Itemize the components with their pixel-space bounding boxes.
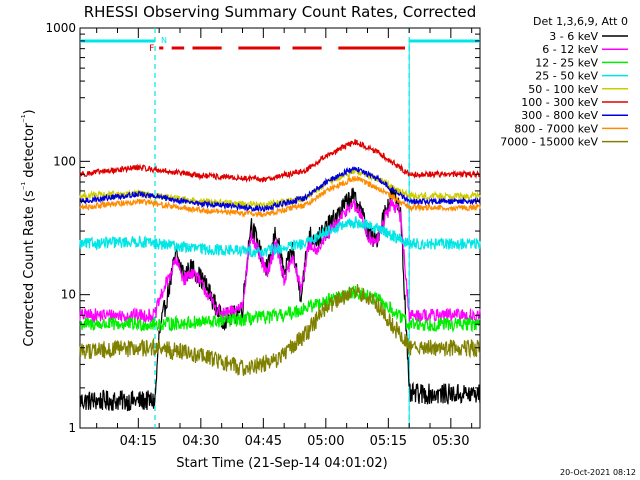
series-line-6 xyxy=(79,139,481,183)
y-axis-label: Corrected Count Rate (s⁻¹ detector⁻¹) xyxy=(21,109,37,346)
x-tick-label: 04:15 xyxy=(120,434,157,449)
y-tick-label: 1 xyxy=(68,421,76,435)
x-axis-label: Start Time (21-Sep-14 04:01:02) xyxy=(176,456,387,471)
x-axis: 04:15 04:30 04:45 05:00 05:15 05:30 xyxy=(96,28,473,449)
legend-label: 300 - 800 keV xyxy=(521,109,598,122)
series-line-2 xyxy=(79,198,481,324)
night-flag-label: N xyxy=(161,36,167,45)
x-tick-label: 05:30 xyxy=(432,434,469,449)
series-line-4 xyxy=(79,215,481,258)
flags-layer: NF xyxy=(80,28,480,428)
legend-title: Det 1,3,6,9, Att 0 xyxy=(533,15,628,28)
series-line-7 xyxy=(79,166,481,214)
series-line-3 xyxy=(79,285,481,334)
series-line-9 xyxy=(79,283,481,377)
chart-title: RHESSI Observing Summary Count Rates, Co… xyxy=(84,3,477,21)
series-line-8 xyxy=(79,176,481,218)
x-tick-label: 04:30 xyxy=(182,434,219,449)
x-tick-label: 04:45 xyxy=(245,434,282,449)
legend-label: 50 - 100 keV xyxy=(528,83,598,96)
flare-flag-label: F xyxy=(149,44,154,54)
plot-frame xyxy=(79,27,481,429)
y-tick-label: 100 xyxy=(53,154,76,168)
series-layer xyxy=(79,139,481,412)
legend-label: 800 - 7000 keV xyxy=(514,122,598,135)
legend-label: 25 - 50 keV xyxy=(535,70,598,83)
legend-label: 6 - 12 keV xyxy=(542,43,598,56)
footer-date: 20-Oct-2021 08:12 xyxy=(560,468,636,477)
y-axis: 1 10 100 1000 xyxy=(45,21,480,435)
y-tick-label: 1000 xyxy=(45,21,76,35)
legend-label: 7000 - 15000 keV xyxy=(500,136,598,149)
legend-label: 3 - 6 keV xyxy=(549,30,598,43)
legend-label: 12 - 25 keV xyxy=(535,56,598,69)
legend-label: 100 - 300 keV xyxy=(521,96,598,109)
series-line-1 xyxy=(79,185,481,412)
y-tick-label: 10 xyxy=(61,288,76,302)
x-tick-label: 05:15 xyxy=(370,434,407,449)
x-tick-label: 05:00 xyxy=(307,434,344,449)
